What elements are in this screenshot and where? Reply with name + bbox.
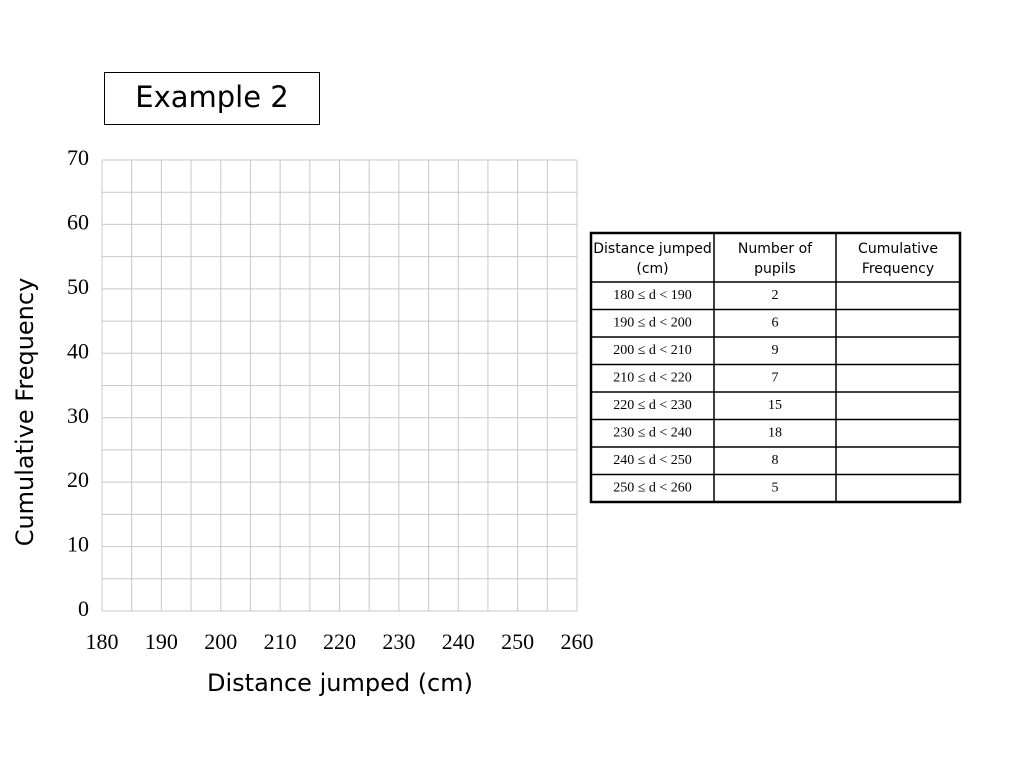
x-tick-label: 200 [204,629,237,654]
table-header: Number of pupils [738,241,813,277]
pupil-count: 6 [772,315,779,330]
distance-class: 180 ≤ d < 190 [613,288,692,303]
x-tick-label: 220 [323,629,356,654]
x-tick-label: 250 [501,629,534,654]
pupil-count: 15 [768,398,782,413]
x-tick-label: 240 [442,629,475,654]
y-tick-label: 20 [67,467,89,492]
distance-class: 210 ≤ d < 220 [613,370,692,385]
pupil-count: 2 [772,288,779,303]
table: Distance jumped (cm) Number of pupils Cumula… [589,231,962,504]
distance-class: 230 ≤ d < 240 [613,425,692,440]
y-tick-label: 40 [67,338,89,363]
slide-title: Example 2 [135,80,288,114]
distance-class: 250 ≤ d < 260 [613,480,692,495]
x-tick-label: 190 [145,629,178,654]
pupil-count: 7 [772,370,779,385]
x-axis-label: Distance jumped (cm) [207,669,473,697]
y-axis-label: Cumulative Frequency [11,278,39,547]
pupil-count: 18 [768,425,782,440]
distance-class: 240 ≤ d < 250 [613,453,692,468]
pupil-count: 9 [772,343,779,358]
table-header: Cumulative Frequency [858,241,938,277]
y-tick-label: 10 [67,532,89,557]
y-tick-label: 50 [67,274,89,299]
x-tick-label: 230 [382,629,415,654]
table-border [589,231,962,504]
plot: 180 190 200 210 220 230 240 250 260 0 10 20 30 40 50 60… [67,145,594,654]
distance-class: 190 ≤ d < 200 [613,315,692,330]
y-tick-label: 0 [78,596,89,621]
y-tick-label: 30 [67,403,89,428]
x-tick-label: 260 [561,629,594,654]
y-tick-label: 60 [67,209,89,234]
pupil-count: 8 [772,453,779,468]
distance-class: 220 ≤ d < 230 [613,398,692,413]
table-header: Distance jumped (cm) [593,241,711,277]
distance-class: 200 ≤ d < 210 [613,343,692,358]
x-tick-label: 210 [264,629,297,654]
pupil-count: 5 [772,480,779,495]
title-box [104,72,320,125]
y-tick-label: 70 [67,145,89,170]
x-tick-label: 180 [86,629,119,654]
